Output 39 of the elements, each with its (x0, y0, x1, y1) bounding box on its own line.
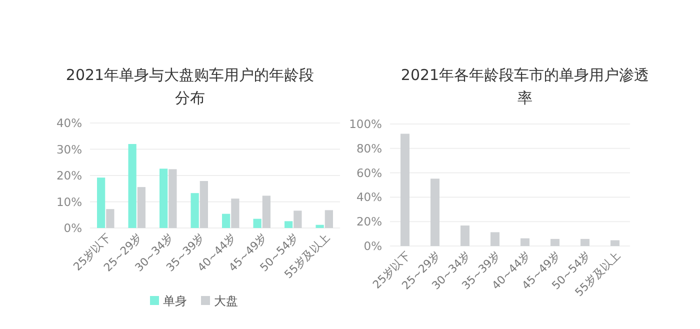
bar (222, 214, 230, 228)
y-tick-label: 100% (349, 117, 382, 131)
y-tick-label: 0% (364, 239, 382, 253)
bar (460, 226, 470, 246)
bar (284, 221, 293, 228)
bar (550, 238, 560, 246)
bar (253, 218, 262, 228)
bar (128, 144, 136, 228)
y-tick-label: 80% (356, 141, 382, 156)
bar (97, 178, 106, 228)
chart-title: 2021年单身与大盘购车用户的年龄段分布 (66, 66, 314, 107)
bar (490, 232, 500, 246)
legend-label: 单身 (163, 294, 187, 308)
y-tick-label: 0% (64, 221, 82, 235)
y-tick-label: 10% (56, 194, 82, 209)
bar (400, 134, 410, 246)
y-tick-label: 60% (356, 166, 382, 180)
bar (231, 198, 240, 228)
bar (430, 178, 440, 246)
bar (137, 187, 146, 228)
bar (316, 224, 324, 228)
bar (324, 210, 333, 228)
y-tick-label: 30% (56, 142, 82, 156)
bar (520, 238, 530, 246)
bar (580, 238, 590, 246)
legend-label: 大盘 (214, 294, 238, 308)
bar (200, 181, 208, 228)
bar (610, 240, 620, 246)
bar (262, 196, 270, 228)
y-tick-label: 20% (356, 214, 382, 229)
bar (168, 169, 177, 228)
chart-title: 2021年各年龄段车市的单身用户渗透率 (400, 66, 650, 107)
bar (294, 210, 302, 228)
y-tick-label: 20% (56, 168, 82, 182)
bar (190, 193, 199, 228)
y-tick-label: 40% (56, 116, 82, 130)
bar (106, 209, 114, 228)
y-tick-label: 40% (356, 190, 382, 204)
bar (160, 168, 168, 228)
